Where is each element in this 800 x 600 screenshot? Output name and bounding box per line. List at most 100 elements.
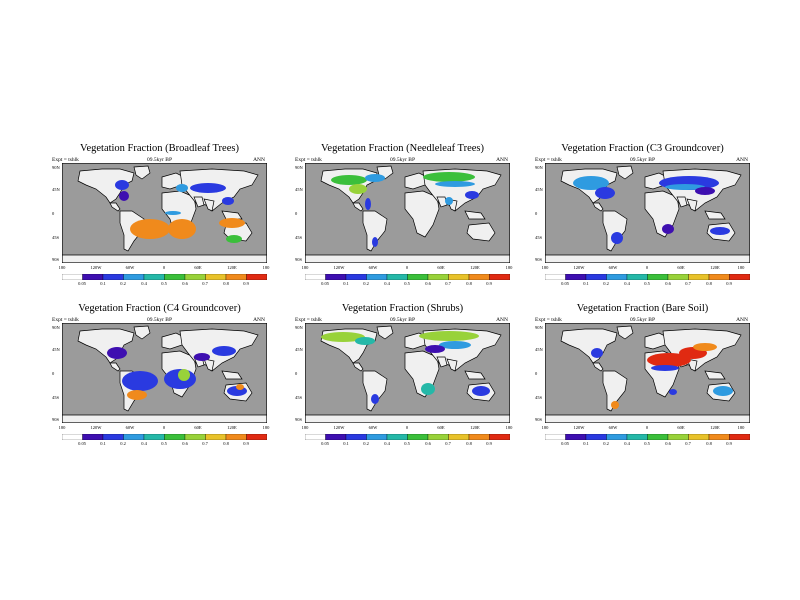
colorbar-swatch (729, 274, 750, 280)
lon-label: 120E (470, 265, 480, 270)
lat-label: 90S (295, 417, 303, 422)
land-india (446, 358, 458, 372)
colorbar-label: 0.4 (624, 281, 630, 286)
colorbar-swatch (688, 434, 710, 440)
panel-title: Vegetation Fraction (Broadleaf Trees) (80, 143, 239, 154)
season-label: ANN (736, 157, 748, 163)
colorbar-swatch (102, 434, 124, 440)
vegetation-region (365, 198, 371, 210)
panel-shrubs: Vegetation Fraction (Shrubs) Expt = tshl… (295, 303, 512, 478)
season-label: ANN (496, 317, 508, 323)
land-india (686, 198, 698, 212)
vegetation-region (573, 176, 609, 190)
lon-label: 180 (301, 265, 309, 270)
colorbar-swatch (366, 274, 388, 280)
vegetation-region (236, 384, 244, 390)
colorbar-label: 0.6 (425, 281, 431, 286)
colorbar-label: 0.6 (665, 441, 671, 446)
colorbar-label: 0.9 (726, 441, 732, 446)
colorbar-label: 0.4 (384, 281, 390, 286)
vegetation-region (331, 175, 367, 185)
lon-label: 180 (541, 425, 549, 430)
lon-label: 0 (645, 425, 649, 430)
lon-label: 60W (368, 265, 378, 270)
colorbar-label: 0.7 (685, 441, 691, 446)
colorbar-label: 0.2 (363, 441, 369, 446)
vegetation-region (651, 365, 679, 371)
colorbar-label: 0.1 (583, 441, 589, 446)
colorbar-label: 0.4 (624, 441, 630, 446)
colorbar-swatch (225, 434, 247, 440)
land-se-asia-islands (464, 210, 486, 220)
land-central-america (592, 362, 604, 372)
period-label: 09.5kyr BP (629, 317, 656, 323)
vegetation-region (693, 343, 717, 351)
vegetation-region (321, 332, 365, 342)
vegetation-region (365, 174, 385, 182)
vegetation-region (665, 184, 705, 190)
colorbar-swatch (82, 274, 104, 280)
colorbar-label: 0.5 (644, 441, 650, 446)
vegetation-region (713, 386, 733, 396)
lat-label: 90N (295, 165, 303, 170)
lon-label: 180 (737, 265, 745, 270)
land-se-asia-islands (704, 370, 726, 380)
panel-title: Vegetation Fraction (Shrubs) (341, 303, 464, 314)
vegetation-region (194, 353, 210, 361)
lat-label: 45S (295, 395, 303, 400)
lat-label: 45N (535, 347, 543, 352)
colorbar-swatch (468, 274, 490, 280)
vegetation-region (423, 172, 475, 182)
lon-label: 0 (162, 425, 166, 430)
colorbar (545, 274, 750, 280)
colorbar-label: 0.1 (343, 281, 349, 286)
panel-broadleaf-trees: Vegetation Fraction (Broadleaf Trees) Ex… (52, 143, 269, 318)
colorbar-label: 0.7 (445, 441, 451, 446)
colorbar-label: 0.8 (223, 441, 229, 446)
vegetation-region (372, 237, 378, 247)
colorbar-label: 0.8 (706, 281, 712, 286)
world-map (545, 163, 750, 263)
season-label: ANN (496, 157, 508, 163)
colorbar-label: 0.05 (321, 441, 329, 446)
lon-label: 120W (333, 425, 345, 430)
land-se-asia-islands (221, 370, 243, 380)
colorbar (62, 434, 267, 440)
lon-label: 120W (90, 265, 102, 270)
colorbar (305, 274, 510, 280)
colorbar-label: 0.9 (486, 281, 492, 286)
world-map (545, 323, 750, 423)
land-se-asia-islands (221, 210, 243, 220)
colorbar-swatch (427, 274, 449, 280)
panel-title: Vegetation Fraction (Needleleaf Trees) (321, 143, 484, 154)
panel-title: Vegetation Fraction (Bare Soil) (576, 303, 709, 314)
vegetation-region (662, 224, 674, 234)
colorbar-swatch (143, 274, 165, 280)
vegetation-region (168, 219, 196, 239)
colorbar-label: 0.5 (644, 281, 650, 286)
colorbar-swatch (184, 434, 206, 440)
land-south-america (602, 210, 628, 252)
land-south-america (362, 370, 388, 412)
land-central-america (109, 362, 121, 372)
colorbar-label: 0.9 (243, 281, 249, 286)
lon-label: 120E (710, 265, 720, 270)
colorbar-swatch (386, 274, 408, 280)
colorbar-swatch (647, 274, 669, 280)
vegetation-region (165, 211, 181, 215)
colorbar-label: 0.2 (603, 281, 609, 286)
vegetation-region (647, 353, 691, 367)
colorbar-swatch (448, 274, 470, 280)
vegetation-region (119, 191, 129, 201)
colorbar-swatch (708, 434, 730, 440)
map-frame (545, 323, 750, 423)
colorbar-label: 0.7 (685, 281, 691, 286)
colorbar-swatch (545, 274, 566, 280)
lon-label: 60E (677, 265, 685, 270)
colorbar-label: 0.8 (466, 441, 472, 446)
colorbar-swatch (345, 274, 367, 280)
colorbar-label: 0.05 (561, 441, 569, 446)
land-greenland (133, 325, 151, 340)
colorbar-label: 0.05 (78, 441, 86, 446)
land-greenland (133, 165, 151, 180)
